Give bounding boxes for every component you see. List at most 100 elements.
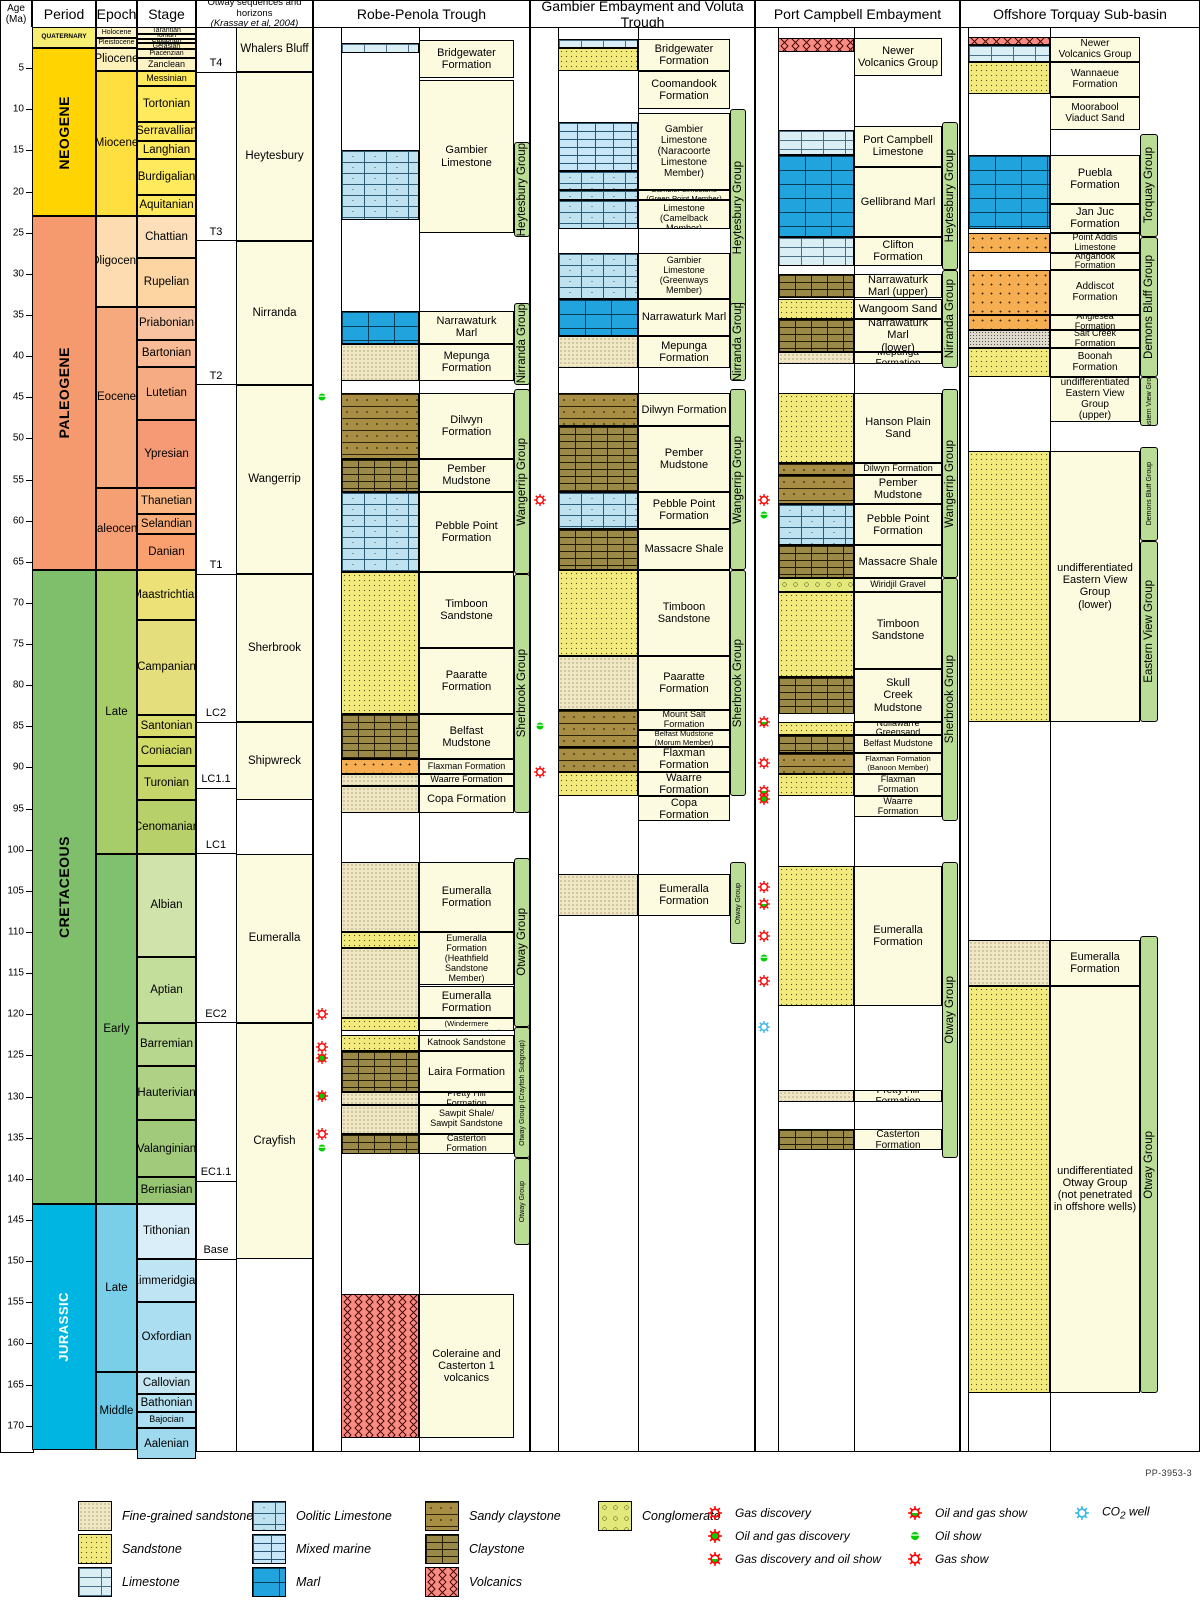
axis-tick-label: 5 <box>18 62 24 74</box>
sequence-divider <box>196 384 236 386</box>
axis-tick-label: 75 <box>12 638 24 650</box>
axis-tick-label: 100 <box>7 844 24 856</box>
legend-swatch-claystone <box>425 1534 459 1564</box>
formation-label-flaxman-formation-banoon-member-: Flaxman Formation (Banoon Member) <box>854 753 942 775</box>
formation-label-pebble-point-formation: Pebble Point Formation <box>854 504 942 546</box>
lithology-casterton-formation <box>778 1129 854 1151</box>
lithology-pember-mudstone <box>778 474 854 505</box>
group-ribbon-torquay-group: Torquay Group <box>1140 133 1158 237</box>
axis-tick <box>26 1261 33 1263</box>
legend-well-label-oil-show: Oil show <box>935 1529 982 1543</box>
header-col-robe: Robe-Penola Trough <box>313 0 530 28</box>
formation-label-mepunga-formation: Mepunga Formation <box>854 351 942 365</box>
sequence-label-T3: T3 <box>209 225 223 238</box>
formation-label-timboon-sandstone: Timboon Sandstone <box>419 572 514 649</box>
axis-tick-label: 85 <box>12 720 24 732</box>
formation-label-eumeralla-formation: Eumeralla Formation <box>419 985 514 1019</box>
stage-priabonian: Priabonian <box>137 306 196 340</box>
group-ribbon-otway-group: Otway Group <box>514 857 530 1027</box>
axis-tick <box>26 1219 33 1221</box>
sequence-label-T4: T4 <box>209 57 223 70</box>
stage-burdigalian: Burdigalian <box>137 158 196 195</box>
axis-tick <box>26 1302 33 1304</box>
well-symbol-oil-gas-show <box>758 898 771 911</box>
legend-well-symbol-gas-show <box>908 1552 923 1567</box>
axis-tick <box>26 356 33 358</box>
group-ribbon-heytesbury-group: Heytesbury Group <box>730 109 746 307</box>
formation-label-katnook-sandstone: Katnook Sandstone <box>419 1034 514 1052</box>
lithology-flaxman-formation <box>341 759 419 775</box>
period-jurassic: JURASSIC <box>32 1203 96 1451</box>
group-ribbon-demons-bluff-group-label: Demons Bluff Group <box>1143 254 1155 359</box>
axis-tick <box>26 767 33 769</box>
lithology-pebble-point-formation <box>558 491 638 529</box>
axis-tick-label: 145 <box>7 1214 24 1226</box>
sequence-divider <box>196 71 236 73</box>
axis-tick-label: 110 <box>8 926 24 938</box>
legend-label-oolitic: Oolitic Limestone <box>296 1509 392 1523</box>
legend-well-label-gas-show: Gas show <box>935 1552 989 1566</box>
well-symbol-oil-gas-discovery <box>316 1051 329 1064</box>
group-ribbon-otway-group: Otway Group <box>942 862 958 1159</box>
lithology-pretty-hill-formation <box>778 1089 854 1102</box>
group-ribbon-otway-group-label: Otway Group <box>734 882 742 924</box>
name-strip-border-torquay <box>1050 27 1051 1452</box>
lithology-unit <box>341 932 419 949</box>
stage-bajocian: Bajocian <box>137 1411 196 1429</box>
lithology-undifferentiated-otway-group-not-penetrated-in-offshore-wells- <box>968 985 1050 1393</box>
group-ribbon-sherbrook-group: Sherbrook Group <box>942 578 958 821</box>
axis-tick-label: 50 <box>12 432 24 444</box>
stage-calabrian: Calabrian <box>137 38 196 44</box>
lithology-hanson-plain-sand <box>778 393 854 464</box>
group-ribbon-demons-bluff-group-label: Demons Bluff Group <box>1145 462 1153 526</box>
axis-tick <box>26 438 33 440</box>
axis-tick <box>26 68 33 70</box>
legend-well-label-oil-gas-discovery: Oil and gas discovery <box>735 1529 850 1543</box>
lithology-wangoom-sand <box>778 298 854 320</box>
axis-tick <box>26 150 33 152</box>
legend-well-label-gas-discovery: Gas discovery <box>735 1506 812 1520</box>
stage-albian: Albian <box>137 853 196 957</box>
otway-unit-sherbrook: Sherbrook <box>236 574 313 723</box>
stage-tarantian: Tarantian <box>137 27 196 34</box>
lithology-unit <box>558 121 638 171</box>
stage-rupelian: Rupelian <box>137 258 196 307</box>
axis-tick-label: 45 <box>12 391 24 403</box>
axis-tick-label: 125 <box>7 1049 24 1061</box>
group-ribbon-otway-group-label: Otway Group <box>518 1180 526 1223</box>
lithology-unit <box>341 948 419 1019</box>
axis-tick-label: 105 <box>7 885 24 897</box>
otway-unit-eumeralla: Eumeralla <box>236 853 313 1023</box>
legend-swatch-conglom <box>598 1501 632 1531</box>
well-symbol-oil-show <box>316 391 329 404</box>
group-ribbon-demons-bluff-group: Demons Bluff Group <box>1140 236 1158 377</box>
formation-label-mepunga-formation: Mepunga Formation <box>419 343 514 381</box>
formation-label-mount-salt-formation: Mount Salt Formation <box>638 709 730 731</box>
axis-tick-label: 160 <box>7 1337 24 1349</box>
lithology-gambier-limestone-green-point-member- <box>558 189 638 200</box>
period-label: NEOGENE <box>55 95 72 170</box>
axis-tick-label: 130 <box>7 1091 24 1103</box>
age-axis: 5 10 15 20 25 30 35 40 45 50 55 60 65 70 75 80 85 90 95 100… <box>0 27 34 1453</box>
legend-swatch-marl <box>252 1567 286 1597</box>
axis-tick-label: 65 <box>12 556 24 568</box>
otway-unit-crayfish: Crayfish <box>236 1022 313 1260</box>
axis-tick <box>26 1425 33 1427</box>
formation-label-narrawaturk-marl-lower-: Narrawaturk Marl (lower) <box>854 319 942 352</box>
formation-label-flaxman-formation: Flaxman Formation <box>419 759 514 775</box>
lithology-coleraine-and-casterton-1-volcanics <box>341 1294 419 1438</box>
stage-messinian: Messinian <box>137 70 196 87</box>
lithology-unit <box>778 154 854 237</box>
legend-label-conglom: Conglomerate <box>642 1509 721 1523</box>
axis-tick <box>26 479 33 481</box>
formation-label-salt-creek-formation: Salt Creek Formation <box>1050 329 1140 348</box>
formation-label-angahook-formation: Angahook Formation <box>1050 253 1140 270</box>
formation-label-dilwyn-formation: Dilwyn Formation <box>419 393 514 459</box>
formation-label-hanson-plain-sand: Hanson Plain Sand <box>854 393 942 464</box>
group-ribbon-heytesbury-group: Heytesbury Group <box>942 121 958 270</box>
formation-label-eumeralla-formation: Eumeralla Formation <box>1050 940 1140 986</box>
group-ribbon-wangerrip-group: Wangerrip Group <box>730 389 746 570</box>
axis-tick <box>26 849 33 851</box>
group-ribbon-sherbrook-group-label: Sherbrook Group <box>516 649 528 738</box>
